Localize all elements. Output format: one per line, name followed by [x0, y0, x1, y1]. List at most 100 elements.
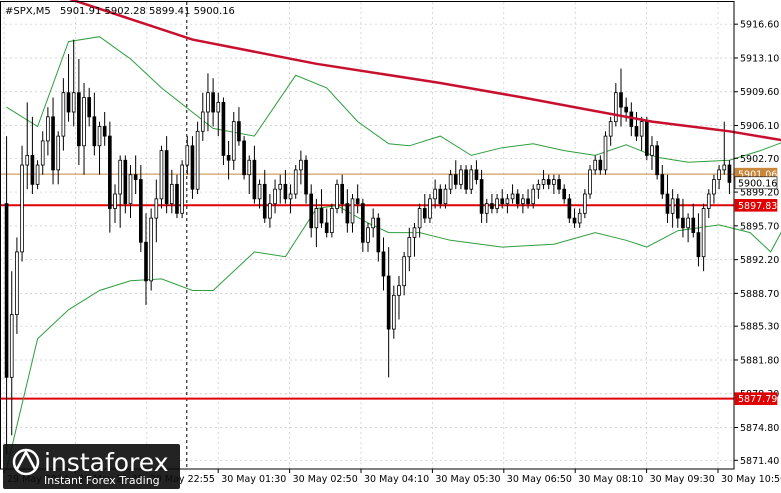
y-tick-label: 5888.70 — [740, 289, 779, 300]
upper-band — [6, 36, 781, 163]
price-label-text: 5900.16 — [738, 178, 777, 189]
candle — [190, 136, 195, 199]
candlesticks — [4, 39, 732, 455]
candle — [149, 208, 153, 291]
candle — [552, 174, 556, 195]
candle — [257, 179, 262, 209]
candle — [4, 136, 9, 455]
candle — [665, 174, 670, 223]
y-tick-label: 5909.60 — [740, 87, 779, 98]
candle — [706, 189, 711, 219]
candle — [314, 198, 319, 248]
candle — [495, 194, 499, 214]
candle — [371, 208, 375, 238]
candle — [97, 121, 102, 175]
candle — [221, 97, 226, 166]
candle — [634, 111, 639, 141]
candle — [252, 145, 257, 204]
x-tick-label: 30 May 08:10 — [578, 474, 643, 485]
candle — [61, 78, 66, 151]
candle — [412, 222, 417, 257]
candle — [464, 165, 468, 195]
x-tick-label: 30 May 06:50 — [507, 474, 572, 485]
candle — [510, 184, 515, 204]
x-tick-label: 30 May 05:30 — [435, 474, 500, 485]
candle — [531, 184, 536, 209]
candle — [268, 194, 272, 228]
x-tick-label: 30 May 04:10 — [364, 474, 429, 485]
price-label-text: 5897.83 — [738, 201, 777, 212]
candle — [438, 184, 443, 209]
candle — [128, 165, 133, 219]
candle — [639, 116, 644, 151]
candle — [123, 155, 128, 214]
candle — [350, 194, 355, 233]
candle — [164, 136, 169, 214]
candle — [655, 140, 659, 180]
candle — [417, 203, 422, 238]
candle — [397, 276, 401, 320]
x-tick-label: 30 May 10:50 — [721, 474, 781, 485]
candle — [82, 83, 86, 175]
plot-border — [0, 1, 735, 470]
price-label-text: 5877.79 — [738, 394, 777, 405]
candle — [175, 174, 179, 219]
candle — [144, 213, 148, 305]
y-tick-label: 5899.20 — [740, 188, 779, 199]
candle — [433, 179, 437, 209]
horizontal-levels — [0, 173, 734, 400]
y-tick-label: 5874.80 — [740, 423, 779, 434]
candle — [71, 39, 76, 127]
candle — [402, 251, 406, 296]
lower-band — [6, 205, 781, 470]
y-tick-label: 5906.10 — [740, 121, 779, 132]
candle — [87, 87, 92, 127]
instaforex-watermark: instaforex Instant Forex Trading — [3, 444, 180, 489]
symbol-label: #SPX,M5 — [5, 6, 51, 17]
candle — [453, 160, 458, 190]
candle — [113, 184, 117, 223]
candle — [484, 198, 489, 223]
candle — [118, 155, 122, 228]
candle — [407, 227, 412, 272]
candle — [391, 285, 396, 339]
candle — [324, 208, 329, 238]
candle — [448, 169, 453, 195]
y-tick-label: 5913.10 — [740, 53, 779, 64]
candle — [180, 160, 184, 219]
price-label-text: 5901.06 — [738, 170, 777, 181]
y-tick-label: 5895.70 — [740, 221, 779, 232]
candle — [247, 155, 252, 195]
candle — [30, 116, 35, 195]
candle — [727, 160, 732, 195]
x-tick-label: 30 May 02:50 — [293, 474, 358, 485]
candle — [670, 189, 675, 228]
candle — [159, 145, 164, 209]
candle — [25, 102, 30, 190]
candle — [701, 203, 706, 272]
candle — [66, 54, 71, 122]
candle — [526, 189, 530, 209]
candle — [691, 203, 696, 238]
moving-average-line — [68, 0, 781, 142]
candle — [644, 116, 649, 161]
candle — [211, 78, 215, 127]
candle — [35, 160, 40, 190]
candle — [474, 160, 479, 185]
candle — [490, 194, 494, 214]
candle — [102, 111, 107, 146]
candle — [562, 184, 567, 204]
candle — [273, 179, 277, 214]
instaforex-logo-icon — [12, 448, 40, 476]
candle — [443, 184, 448, 209]
candle — [681, 198, 685, 238]
candle — [293, 165, 298, 199]
candle — [500, 189, 505, 209]
chart-frame — [0, 1, 735, 470]
candle — [9, 271, 14, 436]
candle — [422, 194, 427, 223]
